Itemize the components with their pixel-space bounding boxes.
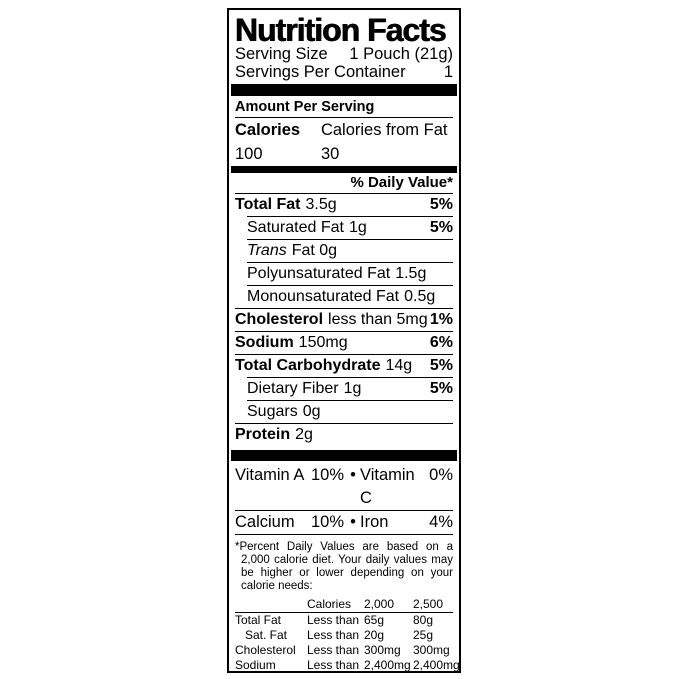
nutrient-dv: 6% — [429, 334, 453, 351]
nutrient-name: Cholesterol — [235, 311, 324, 328]
nutrient-row-sodium: Sodium 150mg 6% — [235, 331, 453, 354]
dv-row-2000: 300mg — [364, 643, 401, 657]
nutrient-name: Sugars — [247, 403, 298, 420]
nutrient-amount: Fat 0g — [291, 242, 338, 259]
label-title: Nutrition Facts — [235, 12, 447, 48]
nutrient-amount: less than 5mg — [328, 311, 428, 328]
nutrient-dv: 5% — [429, 380, 453, 397]
dv-row-2500: 2,400mg — [413, 658, 460, 672]
vitamin-value: 0% — [429, 466, 453, 484]
vitamin-name: Calcium — [235, 513, 295, 531]
calories-label: Calories — [235, 121, 301, 139]
nutrient-row-polyunsaturated-fat: Polyunsaturated Fat 1.5g — [247, 262, 453, 285]
serving-size-label: Serving Size — [235, 45, 328, 63]
dv-table-header-blank — [235, 597, 307, 612]
nutrient-amount: 1g — [348, 219, 367, 236]
vitamin-name: Vitamin A — [235, 466, 305, 484]
nutrient-name: Total Carbohydrate — [235, 357, 381, 374]
dv-row-qualifier: Less than — [307, 643, 360, 657]
dv-table-header: Calories 2,000 2,500 — [235, 597, 453, 613]
dv-row-2500: 80g — [413, 613, 434, 627]
nutrient-amount: 1g — [343, 380, 362, 397]
nutrient-name: Sodium — [235, 334, 294, 351]
nutrient-dv: 5% — [429, 357, 453, 374]
nutrient-amount: 1.5g — [395, 265, 427, 282]
daily-values-table: Calories 2,000 2,500 Total Fat Less than… — [235, 597, 459, 672]
nutrient-dv: 5% — [429, 196, 453, 213]
nutrient-dv: 1% — [429, 311, 453, 328]
nutrition-facts-label: Nutrition Facts Serving Size 1 Pouch (21… — [227, 8, 461, 673]
nutrient-name: Saturated Fat — [247, 219, 344, 236]
dv-row-qualifier: Less than — [307, 658, 360, 672]
dv-table-row-sat-fat: Sat. Fat Less than 20g 25g — [235, 628, 453, 643]
dv-row-name: Cholesterol — [235, 643, 296, 657]
nutrient-amount: 14g — [385, 357, 413, 374]
servings-per-container-row: Servings Per Container 1 — [235, 63, 453, 81]
nutrient-name: Total Fat — [235, 196, 301, 213]
calories-left: Calories 100 — [235, 118, 321, 166]
dv-table-row-sodium: Sodium Less than 2,400mg 2,400mg — [235, 658, 459, 672]
vitamin-value: 4% — [429, 513, 453, 531]
vitamin-name: Vitamin C — [360, 466, 415, 507]
dv-row-qualifier: Less than — [307, 628, 360, 642]
nutrient-row-saturated-fat: Saturated Fat 1g 5% — [247, 216, 453, 239]
bullet-separator: • — [350, 466, 356, 484]
vitamin-value: 10% — [311, 466, 345, 484]
dv-row-qualifier: Less than — [307, 613, 360, 627]
servings-per-container-label: Servings Per Container — [235, 63, 406, 81]
dv-row-name: Sodium — [235, 658, 276, 672]
nutrient-amount: 150mg — [298, 334, 348, 351]
nutrient-row-dietary-fiber: Dietary Fiber 1g 5% — [247, 377, 453, 400]
dv-table-header-calories: Calories — [307, 597, 352, 611]
separator-bar-thick-bottom — [231, 450, 457, 461]
calories-value: 100 — [235, 145, 263, 163]
dv-row-2500: 300mg — [413, 643, 450, 657]
nutrient-amount: 3.5g — [305, 196, 337, 213]
separator-bar-thick-top — [231, 84, 457, 96]
dv-table-header-2000: 2,000 — [364, 597, 395, 611]
vitamin-name: Iron — [360, 513, 389, 531]
nutrient-name: Polyunsaturated Fat — [247, 265, 391, 282]
vitamin-row-calcium-iron: Calcium 10% • Iron 4% — [235, 511, 453, 535]
serving-size-row: Serving Size 1 Pouch (21g) — [235, 45, 453, 63]
dv-row-2000: 65g — [364, 613, 385, 627]
calories-row: Calories 100 Calories from Fat 30 — [235, 118, 453, 166]
nutrient-row-sugars: Sugars 0g — [247, 400, 453, 423]
amount-per-serving-heading: Amount Per Serving — [235, 96, 453, 118]
dv-table-row-total-fat: Total Fat Less than 65g 80g — [235, 613, 453, 628]
dv-table-row-cholesterol: Cholesterol Less than 300mg 300mg — [235, 643, 453, 658]
nutrient-row-cholesterol: Cholesterol less than 5mg 1% — [235, 308, 453, 331]
vitamin-value: 10% — [311, 513, 345, 531]
nutrient-row-monounsaturated-fat: Monounsaturated Fat 0.5g — [247, 285, 453, 308]
serving-size-value: 1 Pouch (21g) — [349, 45, 453, 63]
nutrient-row-trans-fat: Trans Fat 0g — [247, 239, 453, 262]
nutrient-amount: 0g — [302, 403, 321, 420]
dv-table-header-2500: 2,500 — [413, 597, 444, 611]
dv-row-name: Sat. Fat — [245, 628, 288, 642]
vitamin-row-a-c: Vitamin A 10% • Vitamin C 0% — [235, 464, 453, 511]
separator-bar-medium — [231, 166, 457, 173]
nutrient-row-total-carbohydrate: Total Carbohydrate 14g 5% — [235, 354, 453, 377]
calories-from-fat: Calories from Fat 30 — [320, 121, 448, 163]
nutrient-name: Protein — [235, 426, 291, 443]
nutrient-amount: 0.5g — [404, 288, 436, 305]
daily-values-footnote: *Percent Daily Values are based on a 2,0… — [235, 541, 453, 592]
nutrient-row-total-fat: Total Fat 3.5g 5% — [235, 194, 453, 216]
nutrient-dv: 5% — [429, 219, 453, 236]
nutrient-amount: 2g — [295, 426, 313, 443]
daily-value-header: % Daily Value* — [235, 173, 453, 194]
dv-row-2000: 20g — [364, 628, 385, 642]
dv-row-name: Total Fat — [235, 613, 282, 627]
servings-per-container-value: 1 — [443, 63, 453, 81]
nutrient-row-protein: Protein 2g — [235, 423, 453, 446]
dv-row-2000: 2,400mg — [364, 658, 411, 672]
dv-row-2500: 25g — [413, 628, 434, 642]
bullet-separator: • — [350, 513, 356, 531]
nutrient-name: Dietary Fiber — [247, 380, 339, 397]
nutrient-name: Monounsaturated Fat — [247, 288, 400, 305]
nutrient-name: Trans — [247, 242, 287, 259]
